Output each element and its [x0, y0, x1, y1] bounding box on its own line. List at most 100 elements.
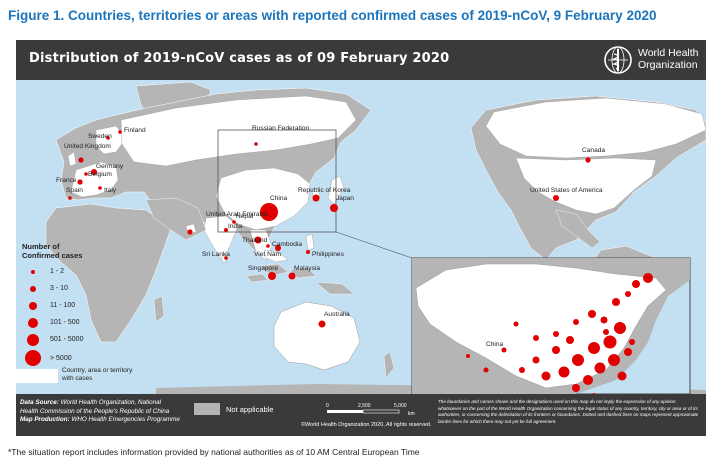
who-name-line1: World Health: [638, 47, 699, 59]
dot-vietnam: [275, 245, 281, 251]
land-africa: [45, 203, 172, 343]
legend-title-line2: Confirmed cases: [22, 251, 83, 260]
legend-label-1: 1 - 2: [50, 268, 65, 275]
label-france: France: [56, 177, 77, 184]
dot-usa: [553, 195, 559, 201]
map-header: Distribution of 2019-nCoV cases as of 09…: [16, 40, 706, 80]
label-belgium: Belgium: [88, 171, 112, 178]
dot-belgium: [84, 172, 88, 176]
land-central-america: [555, 209, 601, 249]
label-india: India: [228, 223, 243, 230]
source-label: Data Source:: [20, 399, 59, 406]
scale-2: 5,000: [394, 403, 407, 409]
scale-bar: 0 2,500 5,000 km: [326, 403, 415, 417]
legend-title-line1: Number of: [22, 242, 60, 251]
label-japan: Japan: [336, 195, 354, 202]
figure-title: Figure 1. Countries, territories or area…: [8, 8, 657, 23]
label-singapore: Singapore: [248, 265, 278, 272]
map-frame: Distribution of 2019-nCoV cases as of 09…: [16, 40, 706, 436]
legend-dot-2: [30, 286, 36, 292]
legend-row-2: 3 - 10: [22, 281, 162, 298]
affected-russia: [120, 95, 357, 167]
affected-canada: [485, 97, 706, 159]
land-madagascar: [153, 295, 165, 323]
legend-dot-6: [25, 350, 41, 366]
label-australia: Australia: [324, 311, 350, 318]
who-name: World Health Organization: [638, 47, 699, 71]
legend-row-4: 101 - 500: [22, 315, 162, 332]
label-uk: United Kingdom: [64, 143, 111, 150]
who-name-line2: Organization: [638, 59, 698, 71]
affected-uk: [67, 151, 77, 167]
inset-connector-1: [335, 231, 413, 259]
affected-australia: [273, 301, 361, 371]
map-title: Distribution of 2019-nCoV cases as of 09…: [29, 51, 450, 66]
legend-dot-4: [28, 318, 38, 328]
legend-dot-3: [29, 302, 37, 310]
source-text-2: Health Commission of the People's Republ…: [20, 407, 170, 415]
affected-malaysia: [263, 249, 289, 263]
label-finland: Finland: [124, 127, 146, 134]
legend-row-5: 501 - 5000: [22, 332, 162, 349]
legend-dot-5: [27, 334, 39, 346]
dot-korea: [312, 194, 320, 202]
legend-row-6: > 5000: [22, 349, 162, 369]
legend: Number of Confirmed cases 1 - 2 3 - 10 1…: [22, 242, 162, 369]
dot-japan: [330, 204, 338, 212]
legend-affected-line2: with cases: [62, 375, 93, 382]
dot-italy: [98, 186, 102, 190]
affected-china: [215, 167, 311, 231]
legend-label-4: 101 - 500: [50, 319, 80, 326]
legend-row-3: 11 - 100: [22, 298, 162, 315]
legend-dot-1: [31, 270, 35, 274]
legend-label-6: > 5000: [50, 355, 72, 362]
label-thailand: Thailand: [242, 237, 268, 244]
dot-singapore: [268, 272, 276, 280]
affected-nordic: [95, 125, 127, 155]
who-logo: World Health Organization: [601, 44, 701, 76]
not-applicable-swatch: [194, 403, 220, 415]
scale-unit: km: [408, 411, 415, 417]
world-map: Finland Sweden United Kingdom Germany Be…: [45, 81, 706, 394]
label-korea: Republic of Korea: [298, 187, 351, 194]
inset-china-area: [415, 263, 667, 389]
label-italy: Italy: [104, 187, 117, 194]
scale-0: 0: [326, 403, 329, 409]
affected-philippines: [305, 233, 315, 251]
label-nepal: Nepal: [236, 213, 254, 220]
label-china: China: [270, 195, 288, 202]
label-spain: Spain: [66, 187, 83, 194]
dot-thailand: [254, 236, 262, 244]
legend-title: Number of Confirmed cases: [22, 242, 162, 260]
legend-label-2: 3 - 10: [50, 285, 68, 292]
dot-uk: [78, 157, 84, 163]
label-uae: United Arab Emirates: [206, 211, 269, 218]
land-new-guinea: [315, 281, 355, 295]
label-germany: Germany: [96, 163, 124, 170]
land-new-zealand: [383, 351, 395, 379]
label-vietnam: Viet Nam: [254, 251, 282, 258]
dot-china: [260, 203, 278, 221]
label-malaysia: Malaysia: [294, 265, 320, 272]
country-labels: Finland Sweden United Kingdom Germany Be…: [56, 125, 605, 318]
legend-row-1: 1 - 2: [22, 264, 162, 281]
china-inset: China: [411, 257, 691, 394]
label-sri-lanka: Sri Lanka: [202, 251, 230, 258]
dot-canada: [585, 157, 591, 163]
not-applicable-label: Not applicable: [226, 405, 274, 414]
dot-philippines: [306, 250, 310, 254]
label-canada: Canada: [582, 147, 605, 154]
dot-cambodia: [266, 244, 270, 248]
affected-usa: [515, 157, 657, 215]
case-dots: [68, 130, 591, 328]
scale-1: 2,500: [358, 403, 371, 409]
dot-sri-lanka: [224, 256, 228, 260]
affected-europe: [70, 161, 119, 198]
label-russia: Russian Federation: [252, 125, 310, 132]
label-cambodia: Cambodia: [272, 241, 302, 248]
who-emblem-icon: [604, 46, 632, 74]
inset-case-dots: [466, 273, 653, 394]
production-text: WHO Health Emergencies Programme: [71, 416, 180, 423]
dot-uae: [187, 229, 193, 235]
inset-label-china: China: [486, 341, 504, 348]
